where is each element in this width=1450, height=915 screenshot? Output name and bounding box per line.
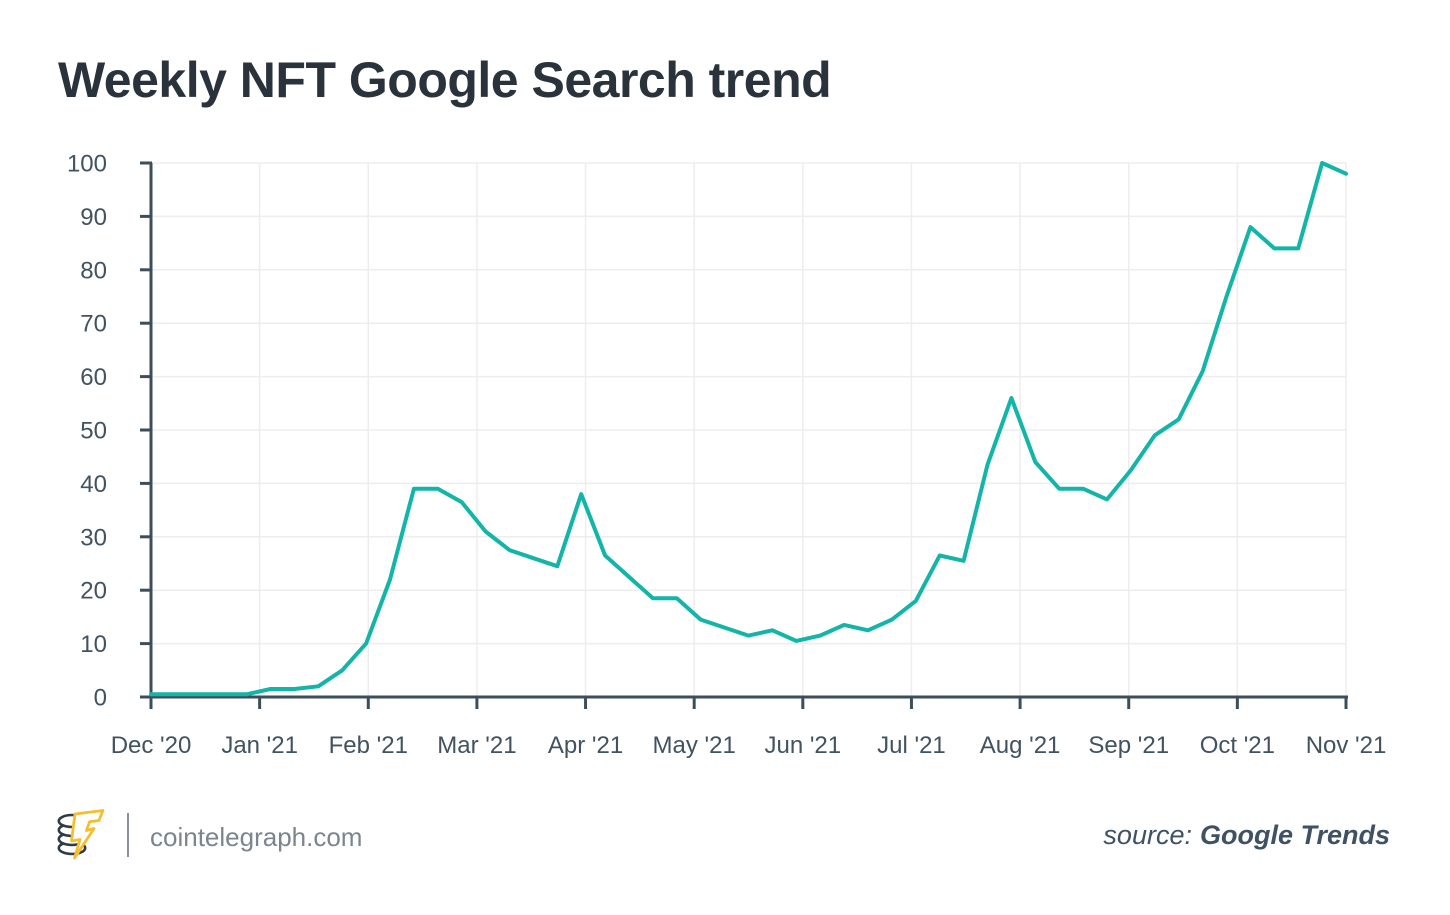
- footer: cointelegraph.com source: Google Trends: [0, 800, 1450, 880]
- y-tick-label: 0: [94, 685, 107, 712]
- x-tick-label: Sep '21: [1088, 732, 1169, 759]
- x-tick-label: Aug '21: [980, 732, 1061, 759]
- cointelegraph-logo-icon: [57, 809, 105, 860]
- x-tick-label: Dec '20: [111, 732, 192, 759]
- x-tick-label: Jun '21: [764, 732, 841, 759]
- source-credit: source: Google Trends: [1103, 820, 1390, 851]
- y-tick-label: 80: [80, 257, 107, 284]
- source-label: source:: [1103, 820, 1192, 850]
- x-tick-label: Apr '21: [548, 732, 623, 759]
- x-tick-label: May '21: [653, 732, 736, 759]
- x-tick-label: Nov '21: [1306, 732, 1387, 759]
- y-tick-label: 10: [80, 631, 107, 658]
- y-tick-label: 60: [80, 364, 107, 391]
- brand-url: cointelegraph.com: [150, 822, 363, 852]
- chart-title: Weekly NFT Google Search trend: [58, 52, 832, 108]
- y-tick-label: 20: [80, 578, 107, 605]
- y-tick-label: 40: [80, 471, 107, 498]
- y-tick-label: 90: [80, 204, 107, 231]
- trend-line: [149, 161, 1348, 697]
- x-tick-label: Jul '21: [877, 732, 946, 759]
- x-tick-label: Mar '21: [437, 732, 516, 759]
- footer-divider: [127, 813, 129, 857]
- lightning-bolt-icon: [70, 809, 105, 860]
- trend-chart: 0 10 20 30 40 50 60 70 80 90 100 Dec '20 Jan '21 Feb …: [67, 151, 1387, 760]
- y-tick-label: 30: [80, 524, 107, 551]
- y-tick-label: 50: [80, 418, 107, 445]
- source-value: Google Trends: [1199, 820, 1390, 850]
- x-tick-label: Jan '21: [221, 732, 298, 759]
- y-tick-label: 70: [80, 311, 107, 338]
- x-tick-label: Feb '21: [329, 732, 408, 759]
- x-tick-label: Oct '21: [1200, 732, 1275, 759]
- y-tick-label: 100: [67, 151, 107, 178]
